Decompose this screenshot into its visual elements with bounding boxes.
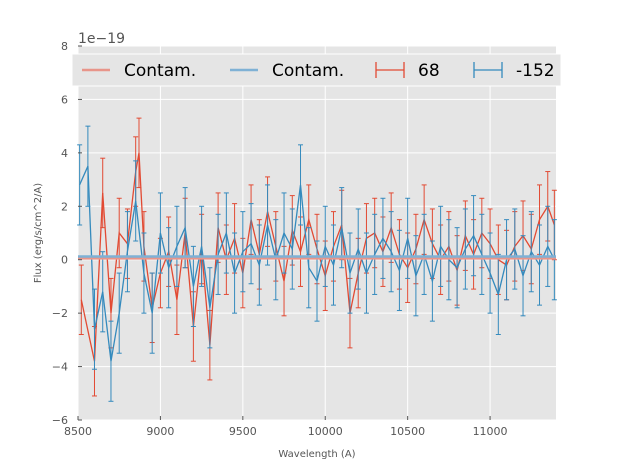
legend-entry-1: Contam. [230,61,344,81]
y-tick-label: 8 [61,40,68,53]
legend-entry-3: -152 [473,61,555,81]
legend-label: 68 [418,61,440,81]
series-line [79,165,555,362]
y-axis-label: Flux (erg/s/cm^2/A) [33,183,44,283]
legend-entry-2: 68 [375,61,440,81]
y-tick-label: 2 [61,200,68,213]
series-1 [77,125,557,402]
y-tick-label: 0 [61,254,68,267]
x-tick-label: 8500 [64,425,92,438]
y-tick-label: −2 [52,307,68,320]
y-axis: −6 −4 −2 0 2 4 6 8 [52,40,82,427]
y-scale-offset: 1e−19 [78,31,125,47]
legend: Contam. Contam. 68 -152 [71,53,562,87]
y-tick-label: 6 [61,93,68,106]
series-layer [77,117,557,402]
legend-label: Contam. [124,61,196,81]
x-tick-label: 10000 [308,425,343,438]
legend-label: Contam. [272,61,344,81]
x-axis-label: Wavelength (A) [278,449,355,460]
legend-label: -152 [516,61,555,81]
legend-entry-0: Contam. [82,61,196,81]
x-axis: 8500 9000 9500 10000 10500 11000 [64,416,508,438]
y-tick-label: −4 [52,361,68,374]
x-tick-label: 11000 [473,425,508,438]
x-tick-label: 9500 [229,425,257,438]
x-tick-label: 10500 [390,425,425,438]
y-tick-label: −6 [52,414,68,427]
y-tick-label: 4 [61,147,68,160]
x-tick-label: 9000 [146,425,174,438]
